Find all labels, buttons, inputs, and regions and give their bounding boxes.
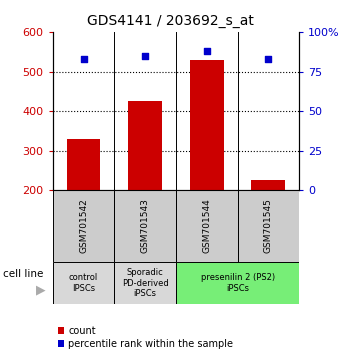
Text: GSM701545: GSM701545 (264, 199, 273, 253)
Text: GSM701543: GSM701543 (141, 199, 150, 253)
Bar (176, 190, 238, 262)
Bar (67, 139, 100, 190)
Bar (53, 262, 114, 304)
Bar (114, 262, 176, 304)
Text: GSM701542: GSM701542 (79, 199, 88, 253)
Bar (176, 262, 299, 304)
Point (81, 56, 86, 62)
Bar (252, 180, 285, 190)
Text: GDS4141 / 203692_s_at: GDS4141 / 203692_s_at (87, 14, 253, 28)
Bar (238, 190, 299, 262)
Bar (53, 190, 114, 262)
Bar (114, 190, 176, 262)
Text: presenilin 2 (PS2)
iPSCs: presenilin 2 (PS2) iPSCs (201, 273, 275, 293)
Point (204, 48, 209, 54)
Text: Sporadic
PD-derived
iPSCs: Sporadic PD-derived iPSCs (122, 268, 169, 298)
Legend: count, percentile rank within the sample: count, percentile rank within the sample (57, 326, 233, 349)
Point (142, 53, 148, 59)
Text: ▶: ▶ (36, 284, 46, 297)
Bar (190, 60, 224, 190)
Text: GSM701544: GSM701544 (202, 199, 211, 253)
Text: cell line: cell line (3, 269, 44, 279)
Point (266, 56, 271, 62)
Bar (128, 101, 162, 190)
Text: control
IPSCs: control IPSCs (69, 273, 98, 293)
